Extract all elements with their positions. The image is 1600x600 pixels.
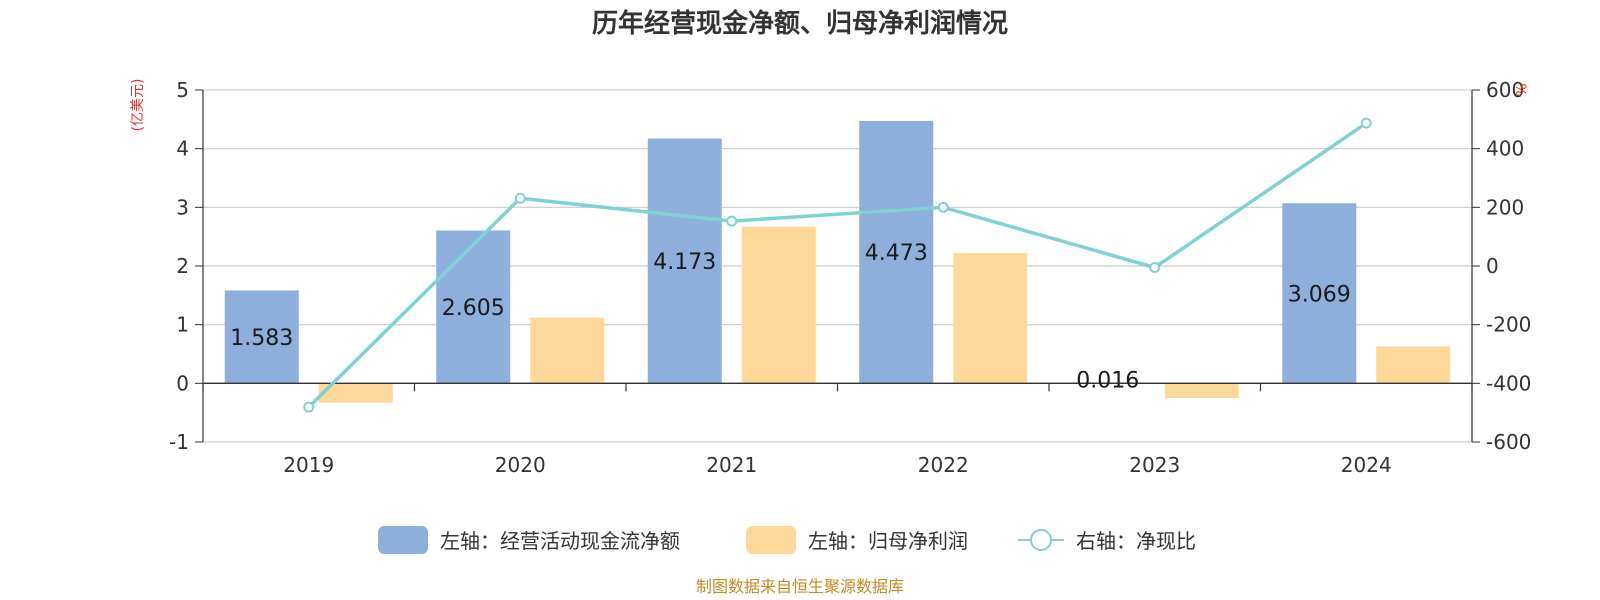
left-tick-label: 3 xyxy=(176,195,189,219)
legend-label-ratio: 右轴：净现比 xyxy=(1076,529,1196,553)
ratio-line xyxy=(307,121,1368,409)
axes-layer xyxy=(202,90,1473,442)
bar-cashflow-2024[interactable] xyxy=(1282,203,1357,384)
bar-cashflow-2020[interactable] xyxy=(436,230,511,384)
legend-label-profit: 左轴：归母净利润 xyxy=(808,529,968,553)
bar-profit-2021[interactable] xyxy=(741,226,816,384)
legend-item-ratio[interactable]: 右轴：净现比 xyxy=(1018,529,1196,553)
right-tick-label: -400 xyxy=(1486,371,1531,395)
data-label-cashflow: 1.583 xyxy=(230,326,293,351)
legend-item-cashflow[interactable]: 左轴：经营活动现金流净额 xyxy=(378,526,680,554)
x-tick-label: 2024 xyxy=(1341,453,1392,477)
left-axis-unit: (亿美元) xyxy=(130,79,146,132)
data-labels: 1.583 2.605 4.173 4.473 0.016 3.069 xyxy=(230,241,1350,393)
line-layer xyxy=(303,117,1372,413)
ratio-point-2019[interactable] xyxy=(303,401,315,413)
legend-marker-ratio xyxy=(1030,529,1052,551)
ratio-point-2021[interactable] xyxy=(726,215,738,227)
right-tick-label: -600 xyxy=(1486,430,1531,454)
right-tick-label: -200 xyxy=(1486,313,1531,337)
bars-layer xyxy=(224,120,1451,403)
right-axis-unit: % xyxy=(1512,83,1528,96)
left-tick-label: 1 xyxy=(176,313,189,337)
data-label-cashflow: 0.016 xyxy=(1076,368,1139,393)
bar-profit-2024[interactable] xyxy=(1376,346,1451,384)
bar-profit-2022[interactable] xyxy=(953,253,1028,384)
bar-profit-2019[interactable] xyxy=(318,383,393,403)
x-axis-ticks: 2019 2020 2021 2022 2023 2024 xyxy=(283,453,1391,477)
bar-cashflow-2022[interactable] xyxy=(859,120,934,384)
left-tick-label: 0 xyxy=(176,371,189,395)
x-tick-label: 2023 xyxy=(1129,453,1180,477)
right-tick-label: 0 xyxy=(1486,254,1499,278)
x-tick-label: 2020 xyxy=(495,453,546,477)
left-tick-label: 5 xyxy=(176,78,189,102)
data-label-cashflow: 3.069 xyxy=(1288,282,1351,307)
x-tick-label: 2019 xyxy=(283,453,334,477)
left-tick-label: 4 xyxy=(176,137,189,161)
legend-swatch-cashflow xyxy=(378,526,428,554)
data-label-cashflow: 4.173 xyxy=(653,250,716,275)
left-tick-label: 2 xyxy=(176,254,189,278)
source-note: 制图数据来自恒生聚源数据库 xyxy=(696,577,904,596)
right-tick-label: 200 xyxy=(1486,195,1524,219)
legend-item-profit[interactable]: 左轴：归母净利润 xyxy=(746,526,968,554)
legend-label-cashflow: 左轴：经营活动现金流净额 xyxy=(440,529,680,553)
ratio-point-2022[interactable] xyxy=(937,201,949,213)
legend: 左轴：经营活动现金流净额 左轴：归母净利润 右轴：净现比 xyxy=(378,526,1196,554)
right-tick-label: 600 xyxy=(1486,78,1524,102)
bar-cashflow-2019[interactable] xyxy=(224,290,299,384)
right-tick-label: 400 xyxy=(1486,137,1524,161)
chart-title: 历年经营现金净额、归母净利润情况 xyxy=(592,8,1008,39)
data-label-cashflow: 4.473 xyxy=(865,241,928,266)
legend-swatch-profit xyxy=(746,526,796,554)
bar-cashflow-2021[interactable] xyxy=(647,138,722,384)
ratio-point-2024[interactable] xyxy=(1360,117,1372,129)
left-tick-label: -1 xyxy=(169,430,189,454)
bar-profit-2020[interactable] xyxy=(530,317,605,384)
right-axis-ticks: 600 400 200 0 -200 -400 -600 xyxy=(1472,78,1531,454)
left-axis-ticks: 5 4 3 2 1 0 -1 xyxy=(169,78,203,454)
data-label-cashflow: 2.605 xyxy=(442,296,505,321)
bar-profit-2023[interactable] xyxy=(1164,383,1239,398)
x-tick-label: 2022 xyxy=(918,453,969,477)
ratio-point-2023[interactable] xyxy=(1149,261,1161,273)
x-tick-label: 2021 xyxy=(706,453,757,477)
ratio-point-2020[interactable] xyxy=(514,192,526,204)
